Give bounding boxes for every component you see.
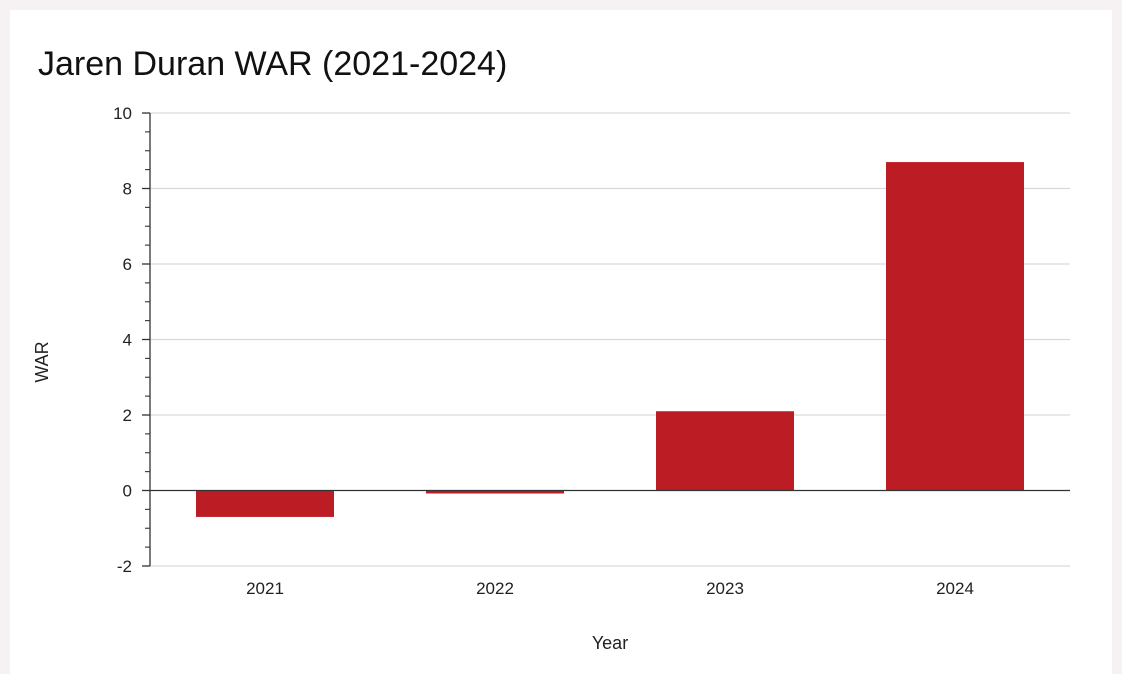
y-axis-label: WAR: [32, 341, 52, 382]
x-tick-label: 2023: [706, 579, 744, 598]
bars: [196, 162, 1024, 517]
y-tick-label: 4: [123, 331, 132, 350]
y-tick-label: -2: [117, 557, 132, 576]
x-axis-label: Year: [592, 633, 628, 653]
chart-card: Jaren Duran WAR (2021-2024) -2 0 2 4 6 8 10 202…: [10, 10, 1112, 674]
axes: -2 0 2 4 6 8 10 2021 2022 2023 2024: [113, 104, 1070, 598]
y-tick-label: 0: [123, 482, 132, 501]
y-tick-label: 2: [123, 406, 132, 425]
y-tick-label: 10: [113, 104, 132, 123]
bar-2024: [886, 162, 1024, 491]
bar-2021: [196, 490, 334, 517]
x-tick-label: 2022: [476, 579, 514, 598]
bar-2022: [426, 490, 564, 494]
bar-2023: [656, 411, 794, 491]
x-tick-label: 2021: [246, 579, 284, 598]
chart-title: Jaren Duran WAR (2021-2024): [38, 45, 508, 83]
y-tick-label: 8: [123, 180, 132, 199]
x-tick-label: 2024: [936, 579, 974, 598]
gridlines: [150, 112, 1070, 567]
y-tick-label: 6: [123, 255, 132, 274]
bar-chart: -2 0 2 4 6 8 10 2021 2022 2023 2024 Year WAR: [32, 104, 1070, 653]
